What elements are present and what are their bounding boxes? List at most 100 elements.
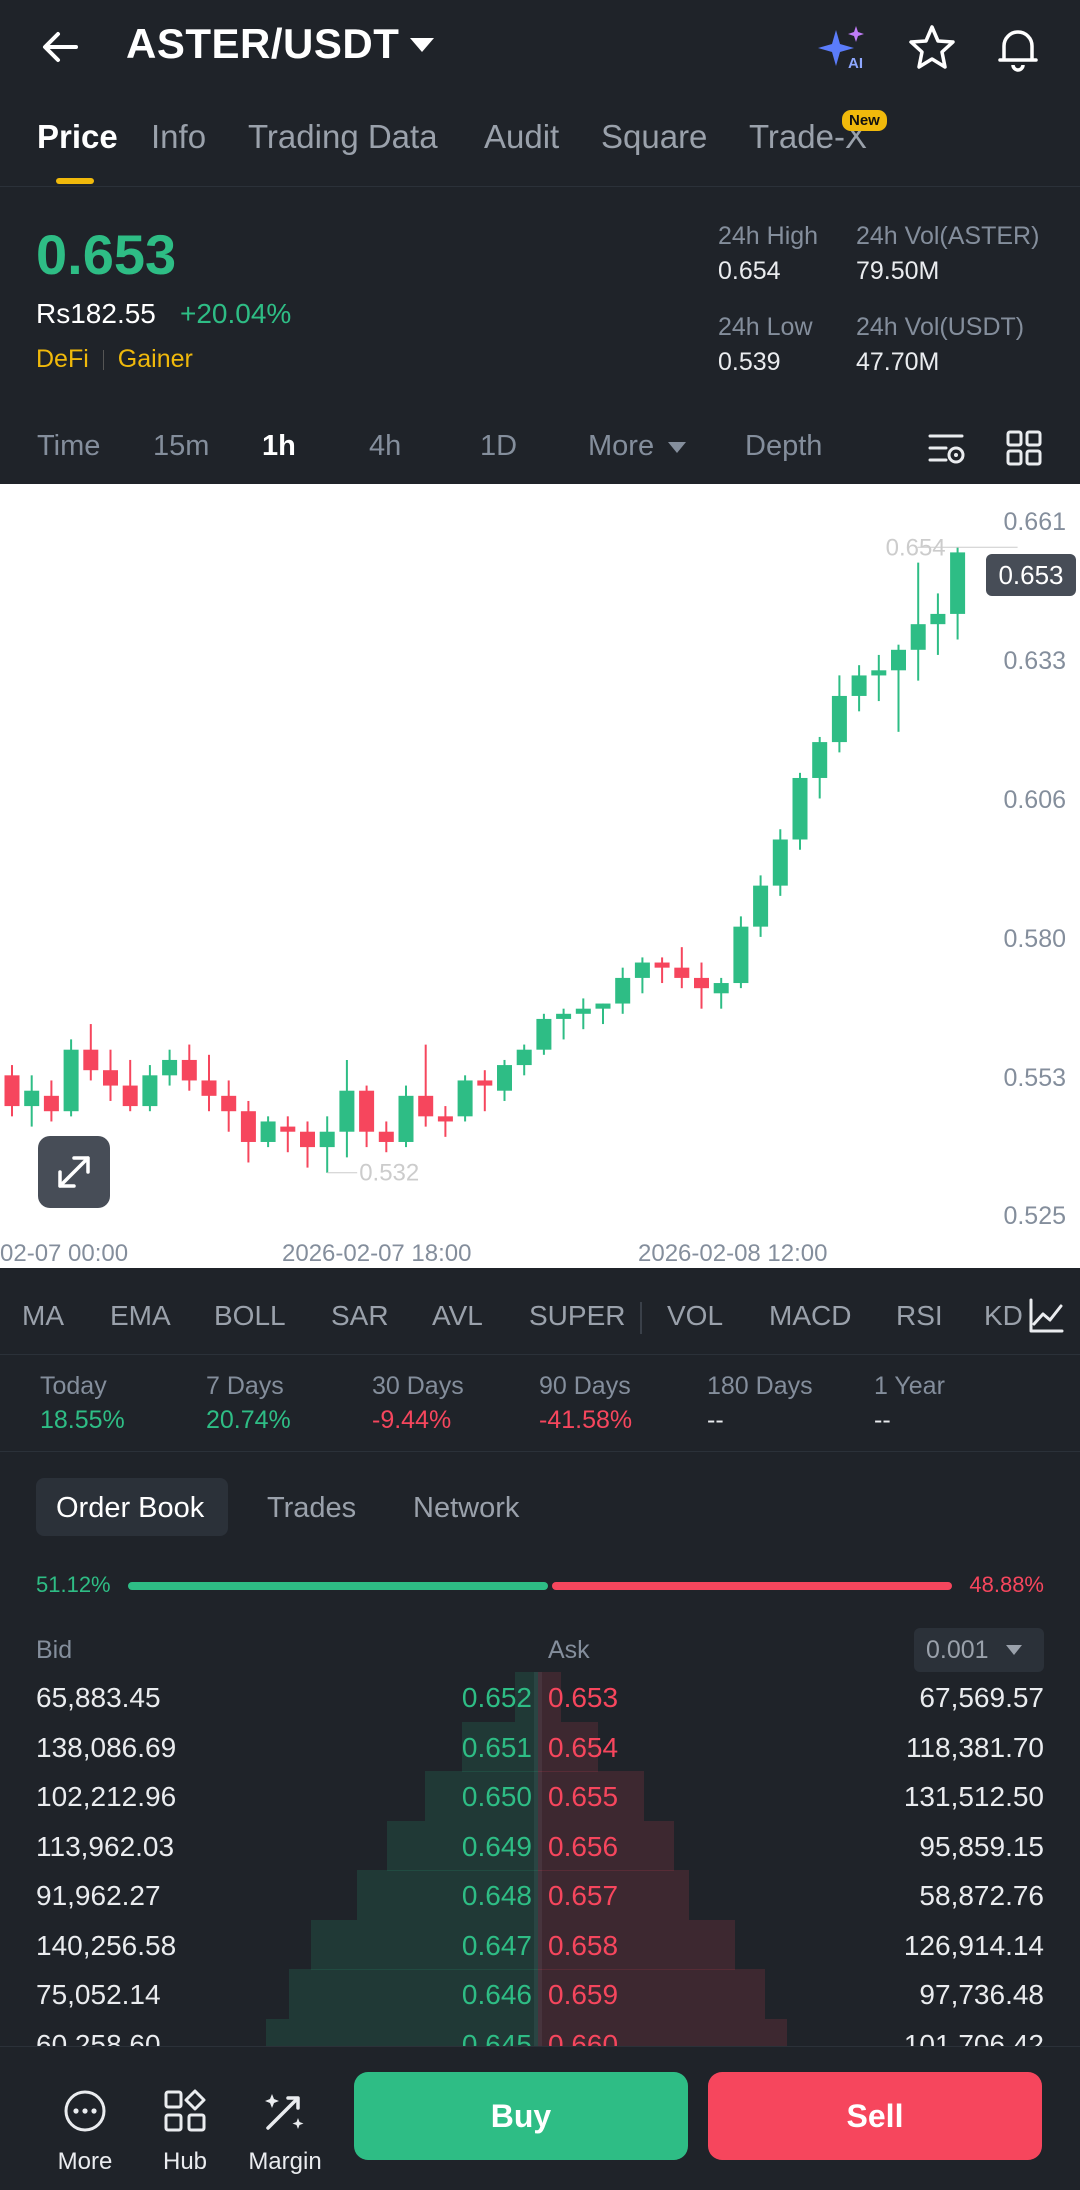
chart-canvas[interactable]: 0.654 0.532 [0,484,1080,1268]
indicator-vol[interactable]: VOL [667,1300,724,1331]
candle-body [24,1090,40,1107]
candle-body [162,1059,178,1076]
perf-label: 90 Days [539,1372,631,1400]
tags: DeFi Gainer [36,345,193,374]
candle-body [556,1013,572,1019]
interval-more[interactable]: More [588,430,655,462]
interval-1h[interactable]: 1h [262,430,296,462]
buy-button[interactable]: Buy [354,2072,688,2160]
perf-label: 30 Days [372,1372,464,1400]
candlestick-chart[interactable]: 0.654 0.532 0.661 0.633 0.606 0.580 0.55… [0,484,1080,1268]
candle-body [359,1090,375,1132]
candle-body [43,1095,59,1112]
candle-body [497,1065,512,1091]
order-book-tab-bg [36,1478,228,1536]
order-book-row[interactable]: 113,962.03 0.649 0.656 95,859.15 [0,1820,1080,1871]
pair-title[interactable]: ASTER/USDT [126,20,400,67]
bid-depth-fill [311,1919,538,1970]
ask-price: 0.657 [548,1880,619,1911]
tag-gainer[interactable]: Gainer [117,345,193,373]
tab-order-book[interactable]: Order Book [56,1492,205,1524]
perf-value: -- [874,1406,891,1434]
nav-hub-label[interactable]: Hub [162,2148,208,2175]
candle-body [339,1090,355,1132]
back-arrow-icon[interactable] [36,22,86,72]
y-tick: 0.661 [1003,508,1066,536]
candle-body [694,977,709,989]
tab-square[interactable]: Square [601,118,708,155]
interval-1d[interactable]: 1D [480,430,518,462]
bid-header: Bid [36,1636,73,1664]
expand-chart-button[interactable] [38,1136,110,1208]
candle-body [516,1049,532,1066]
bid-quantity: 75,052.14 [36,1979,161,2010]
perf-value: -41.58% [539,1406,633,1434]
order-book-row[interactable]: 140,256.58 0.647 0.658 126,914.14 [0,1919,1080,1970]
indicator-settings-icon[interactable] [1026,1296,1066,1336]
order-book-row[interactable]: 65,883.45 0.652 0.653 67,569.57 [0,1672,1080,1722]
tab-info[interactable]: Info [151,118,207,155]
indicator-avl[interactable]: AVL [432,1300,483,1331]
interval-time[interactable]: Time [37,430,101,462]
ask-price: 0.654 [548,1731,619,1763]
interval-4h[interactable]: 4h [369,430,402,462]
ai-sparkle-icon[interactable]: AI [818,22,870,74]
indicator-boll[interactable]: BOLL [214,1300,286,1331]
tab-trading-data[interactable]: Trading Data [248,118,438,155]
grid-layout-icon[interactable] [1004,428,1044,468]
ask-depth-fill [538,1820,674,1871]
x-tick: 02-07 00:00 [0,1240,129,1267]
nav-more-label[interactable]: More [57,2148,113,2175]
more-caret-icon [668,442,686,453]
indicator-ma[interactable]: MA [22,1300,64,1331]
y-tick: 0.606 [1003,786,1066,814]
indicator-kd[interactable]: KD [984,1300,1023,1331]
bid-depth-fill [266,2018,538,2046]
margin-icon[interactable] [262,2088,308,2134]
high-marker-label: 0.654 [886,534,946,561]
candle-body [477,1080,493,1086]
interval-depth[interactable]: Depth [745,430,823,462]
more-icon[interactable] [62,2088,108,2134]
candle-body [418,1095,434,1117]
new-badge: New [842,110,887,131]
candle-body [713,983,729,994]
tab-audit[interactable]: Audit [484,118,560,155]
tab-price[interactable]: Price [37,118,118,155]
indicator-sar[interactable]: SAR [331,1300,389,1331]
indicator-ema[interactable]: EMA [110,1300,171,1331]
order-book-row[interactable]: 60,258.60 0.645 0.660 101,706.42 [0,2018,1080,2047]
sell-button[interactable]: Sell [708,2072,1042,2160]
candle-body [772,839,788,886]
candle-body [300,1131,315,1148]
star-favorite-icon[interactable] [906,22,958,74]
tag-defi[interactable]: DeFi [36,345,89,373]
indicator-macd[interactable]: MACD [769,1300,852,1331]
candle-body [457,1080,473,1117]
order-book-row[interactable]: 75,052.14 0.646 0.659 97,736.48 [0,1969,1080,2019]
pair-dropdown-icon[interactable] [410,38,434,52]
y-tick: 0.580 [1003,925,1066,953]
bell-alert-icon[interactable] [992,22,1044,74]
ask-depth-fill [538,1969,765,2019]
tab-trades[interactable]: Trades [267,1492,357,1524]
ask-quantity: 58,872.76 [919,1880,1044,1911]
precision-select[interactable]: 0.001 [914,1628,1044,1672]
order-book-row[interactable]: 102,212.96 0.650 0.655 131,512.50 [0,1771,1080,1821]
indicator-rsi[interactable]: RSI [896,1300,943,1331]
hub-icon[interactable] [162,2088,208,2134]
bid-price: 0.650 [461,1781,532,1812]
indicator-super[interactable]: SUPER [529,1300,626,1331]
candle-body [812,742,828,778]
tab-network[interactable]: Network [413,1492,520,1524]
bid-quantity: 60,258.60 [36,2028,161,2047]
chart-settings-icon[interactable] [926,428,966,468]
order-book-row[interactable]: 91,962.27 0.648 0.657 58,872.76 [0,1870,1080,1920]
candle-body [930,613,946,625]
interval-15m[interactable]: 15m [153,430,210,462]
order-book-row[interactable]: 138,086.69 0.651 0.654 118,381.70 [0,1721,1080,1772]
candle-body [634,962,650,978]
ask-quantity: 118,381.70 [905,1731,1044,1763]
candle-body [674,967,690,978]
nav-margin-label[interactable]: Margin [248,2148,322,2175]
